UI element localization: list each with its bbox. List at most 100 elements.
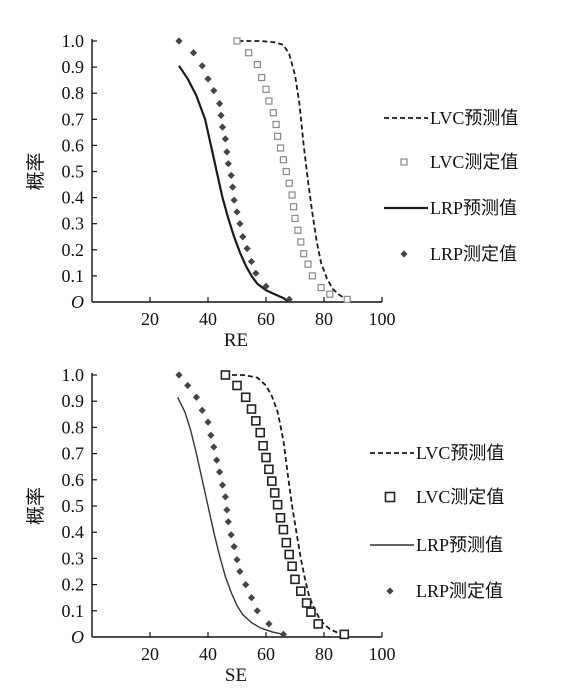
data-point: [239, 233, 247, 241]
legend-label: LVC测定值: [416, 487, 504, 507]
data-point: [326, 290, 334, 298]
series-1: [220, 370, 350, 640]
data-point: [184, 381, 192, 390]
data-point: [262, 282, 270, 290]
y-tick-label: 0.9: [62, 57, 85, 77]
data-point: [232, 380, 242, 391]
data-point: [295, 586, 306, 596]
legend-item: LVC测定值: [400, 152, 518, 172]
y-axis-label: 概率: [25, 487, 47, 525]
x-axis-label: SE: [225, 665, 247, 686]
data-point: [252, 269, 260, 277]
data-point: [313, 619, 324, 629]
data-point: [269, 109, 277, 117]
y-tick-label: 0.5: [62, 162, 85, 182]
data-point: [245, 49, 253, 57]
data-point: [289, 203, 298, 211]
y-tick-label: O: [71, 292, 84, 312]
data-point: [247, 257, 256, 266]
chart-re: O 0.1 0.2 0.3 0.4 0.5 0.6 0.7 0.8 0.9 1.0 20 40 60 80 1…: [25, 31, 518, 351]
y-tick-label: 0.4: [62, 522, 85, 542]
data-point: [189, 49, 198, 57]
legend-label: LRP预测值: [416, 535, 503, 555]
data-point: [261, 452, 271, 463]
x-tick-label: 100: [369, 644, 396, 664]
data-point: [227, 531, 235, 539]
data-point: [290, 574, 300, 585]
data-point: [198, 62, 206, 70]
data-point: [266, 476, 277, 486]
data-point: [253, 607, 261, 615]
y-tick-label: 0.2: [62, 240, 85, 260]
data-point: [175, 371, 183, 379]
data-point: [198, 406, 206, 414]
series-1: [233, 37, 351, 303]
data-point: [265, 620, 273, 628]
data-point: [192, 393, 200, 401]
legend-swatch: [400, 158, 408, 166]
y-tick-label: 0.3: [62, 214, 85, 234]
x-tick-label: 80: [315, 644, 333, 664]
data-point: [285, 179, 293, 187]
legend-item: LVC预测值: [384, 108, 518, 128]
data-point: [343, 295, 351, 303]
data-point: [236, 567, 244, 576]
data-point: [284, 549, 295, 560]
y-tick-label: 1.0: [62, 365, 85, 385]
data-point: [294, 226, 302, 234]
series-3: [175, 371, 287, 638]
data-point: [216, 468, 224, 476]
data-point: [291, 214, 299, 223]
data-point: [204, 418, 212, 426]
series-3: [175, 37, 293, 303]
data-point: [227, 171, 235, 180]
series-2: [178, 65, 290, 303]
legend-label: LRP预测值: [430, 198, 517, 218]
data-point: [221, 135, 229, 143]
y-tick-label: 0.5: [62, 496, 85, 516]
data-point: [272, 120, 280, 129]
data-point: [224, 160, 232, 168]
series-0: [224, 374, 345, 636]
data-point: [221, 493, 229, 501]
data-point: [223, 506, 231, 514]
series-line: [176, 396, 284, 636]
y-tick-label: 0.8: [62, 417, 85, 437]
data-point: [251, 416, 261, 426]
data-point: [224, 518, 232, 526]
data-point: [304, 260, 312, 268]
data-point: [220, 370, 231, 380]
x-tick-label: 60: [257, 644, 275, 664]
legend-item: LRP预测值: [370, 535, 503, 555]
series-0: [238, 40, 348, 301]
data-point: [297, 238, 305, 246]
y-tick-label: 0.6: [62, 135, 85, 155]
data-point: [308, 272, 316, 280]
legend-label: LVC预测值: [430, 108, 518, 128]
y-tick-label: O: [71, 627, 84, 647]
data-point: [306, 607, 316, 617]
legend-label: LRP测定值: [416, 581, 503, 601]
legend-item: LRP测定值: [400, 244, 517, 264]
y-tick-label: 0.9: [62, 391, 85, 411]
data-point: [265, 97, 273, 105]
data-point: [210, 443, 218, 451]
legend-swatch: [386, 587, 394, 595]
data-point: [223, 148, 231, 156]
data-point: [175, 37, 183, 45]
data-point: [339, 629, 350, 640]
data-point: [279, 156, 287, 164]
data-point: [233, 37, 241, 45]
data-point: [243, 244, 251, 253]
legend-item: LRP测定值: [386, 581, 503, 601]
data-point: [218, 481, 227, 489]
data-point: [204, 75, 212, 83]
y-tick-label: 0.1: [62, 601, 85, 621]
data-point: [269, 488, 280, 498]
data-point: [217, 111, 225, 119]
series-2: [176, 396, 284, 636]
x-tick-label: 20: [141, 644, 159, 664]
legend-item: LRP预测值: [384, 198, 517, 218]
data-point: [264, 464, 274, 475]
